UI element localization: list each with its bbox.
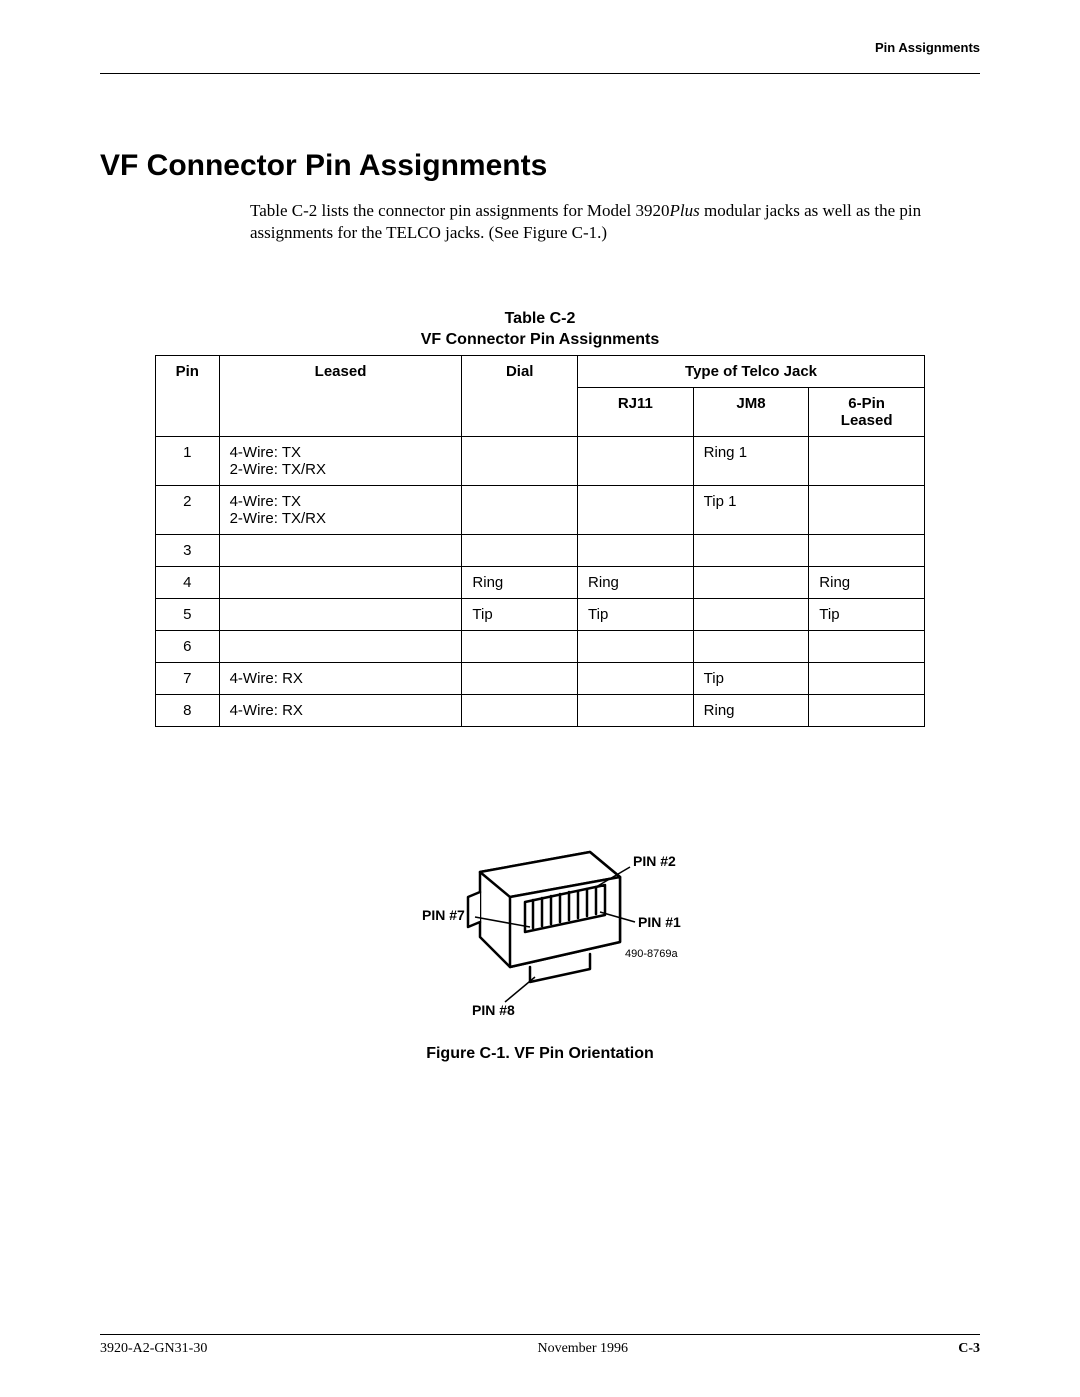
cell-leased-l2: 2-Wire: TX/RX [230,510,326,527]
label-pin7: PIN #7 [422,907,465,923]
intro-pre: Table C-2 lists the connector pin assign… [250,201,670,220]
table-row: 8 4-Wire: RX Ring [156,694,925,726]
cell-leased: 4-Wire: TX 2-Wire: TX/RX [219,436,462,485]
cell-dial [462,662,578,694]
cell-sixpin [809,630,925,662]
cell-pin: 7 [156,662,220,694]
cell-pin: 6 [156,630,220,662]
cell-pin: 8 [156,694,220,726]
cell-jm8 [693,630,809,662]
cell-rj11 [578,662,694,694]
cell-leased [219,598,462,630]
figure-caption: Figure C-1. VF Pin Orientation [100,1045,980,1063]
cell-dial [462,694,578,726]
cell-rj11 [578,534,694,566]
th-sixpin-l1: 6-Pin [848,395,885,412]
cell-leased: 4-Wire: TX 2-Wire: TX/RX [219,485,462,534]
footer-row: 3920-A2-GN31-30 November 1996 C-3 [100,1341,980,1357]
connector-diagram: PIN #2 PIN #1 PIN #7 PIN #8 490-8769a [390,822,690,1022]
th-pin: Pin [156,355,220,436]
cell-leased [219,566,462,598]
table-row: 6 [156,630,925,662]
label-pin8: PIN #8 [472,1002,515,1018]
cell-jm8: Ring 1 [693,436,809,485]
th-dial: Dial [462,355,578,436]
cell-jm8 [693,534,809,566]
cell-sixpin: Tip [809,598,925,630]
table-row: 3 [156,534,925,566]
th-sixpin-l2: Leased [841,412,893,429]
cell-pin: 3 [156,534,220,566]
table-row: 7 4-Wire: RX Tip [156,662,925,694]
cell-leased: 4-Wire: RX [219,662,462,694]
intro-em: Plus [670,201,700,220]
cell-rj11 [578,485,694,534]
cell-pin: 1 [156,436,220,485]
footer-rule [100,1334,980,1335]
footer: 3920-A2-GN31-30 November 1996 C-3 [100,1334,980,1357]
cell-leased-l2: 2-Wire: TX/RX [230,461,326,478]
table-row: 2 4-Wire: TX 2-Wire: TX/RX Tip 1 [156,485,925,534]
label-partno: 490-8769a [625,948,678,960]
cell-sixpin [809,436,925,485]
table-caption: Table C-2 VF Connector Pin Assignments [100,309,980,351]
cell-sixpin [809,662,925,694]
table-header-row-1: Pin Leased Dial Type of Telco Jack [156,355,925,387]
pin-assignments-table: Pin Leased Dial Type of Telco Jack RJ11 … [155,355,925,727]
section-title: VF Connector Pin Assignments [100,149,980,183]
table-caption-l2: VF Connector Pin Assignments [421,331,660,348]
th-jm8: JM8 [693,387,809,436]
table-row: 1 4-Wire: TX 2-Wire: TX/RX Ring 1 [156,436,925,485]
cell-jm8 [693,566,809,598]
table-body: 1 4-Wire: TX 2-Wire: TX/RX Ring 1 2 4-Wi… [156,436,925,726]
cell-pin: 4 [156,566,220,598]
th-telco-group: Type of Telco Jack [578,355,925,387]
cell-dial [462,630,578,662]
footer-left: 3920-A2-GN31-30 [100,1341,207,1357]
cell-dial: Ring [462,566,578,598]
figure-wrap: PIN #2 PIN #1 PIN #7 PIN #8 490-8769a Fi… [100,822,980,1063]
header-right: Pin Assignments [100,40,980,55]
cell-jm8 [693,598,809,630]
footer-center: November 1996 [537,1341,628,1357]
footer-right: C-3 [958,1341,980,1357]
cell-leased [219,534,462,566]
cell-leased-l1: 4-Wire: TX [230,444,301,461]
cell-dial [462,485,578,534]
header-rule [100,73,980,74]
cell-leased: 4-Wire: RX [219,694,462,726]
cell-rj11: Tip [578,598,694,630]
cell-jm8: Ring [693,694,809,726]
cell-rj11 [578,694,694,726]
th-sixpin: 6-Pin Leased [809,387,925,436]
cell-pin: 2 [156,485,220,534]
cell-leased [219,630,462,662]
cell-sixpin [809,485,925,534]
th-leased: Leased [219,355,462,436]
table-caption-l1: Table C-2 [505,310,576,327]
intro-paragraph: Table C-2 lists the connector pin assign… [250,200,940,244]
cell-sixpin [809,694,925,726]
table-row: 5 Tip Tip Tip [156,598,925,630]
cell-jm8: Tip 1 [693,485,809,534]
table-row: 4 Ring Ring Ring [156,566,925,598]
cell-dial: Tip [462,598,578,630]
cell-sixpin [809,534,925,566]
cell-jm8: Tip [693,662,809,694]
cell-dial [462,436,578,485]
cell-rj11: Ring [578,566,694,598]
cell-leased-l1: 4-Wire: TX [230,493,301,510]
cell-rj11 [578,630,694,662]
cell-sixpin: Ring [809,566,925,598]
cell-pin: 5 [156,598,220,630]
cell-rj11 [578,436,694,485]
th-rj11: RJ11 [578,387,694,436]
label-pin2: PIN #2 [633,853,676,869]
cell-dial [462,534,578,566]
label-pin1: PIN #1 [638,914,681,930]
page: Pin Assignments VF Connector Pin Assignm… [0,0,1080,1397]
